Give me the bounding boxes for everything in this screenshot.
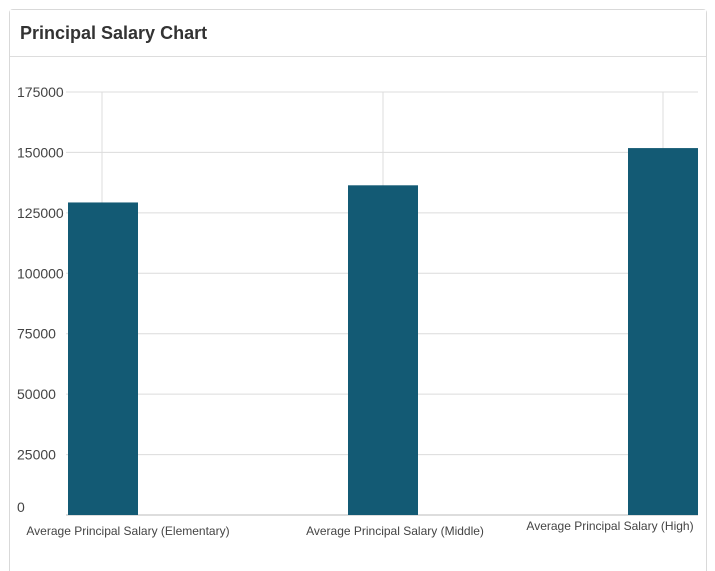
y-tick-label: 50000 <box>17 386 56 402</box>
y-tick-label: 100000 <box>17 265 64 281</box>
y-tick-label: 125000 <box>17 205 64 221</box>
y-tick-label: 25000 <box>17 447 56 463</box>
bar[interactable] <box>68 202 138 515</box>
y-tick-label: 75000 <box>17 326 56 342</box>
y-tick-label: 0 <box>17 499 25 515</box>
x-tick-label: Average Principal Salary (Elementary) <box>26 524 229 538</box>
bar[interactable] <box>628 148 698 516</box>
x-tick-label: Average Principal Salary (High) <box>526 519 693 533</box>
chart-title: Principal Salary Chart <box>20 23 208 43</box>
y-tick-label: 150000 <box>17 144 64 160</box>
panel-header: Principal Salary Chart <box>10 10 706 57</box>
x-tick-label: Average Principal Salary (Middle) <box>306 524 484 538</box>
bar[interactable] <box>348 185 418 516</box>
y-tick-label: 175000 <box>17 84 64 100</box>
